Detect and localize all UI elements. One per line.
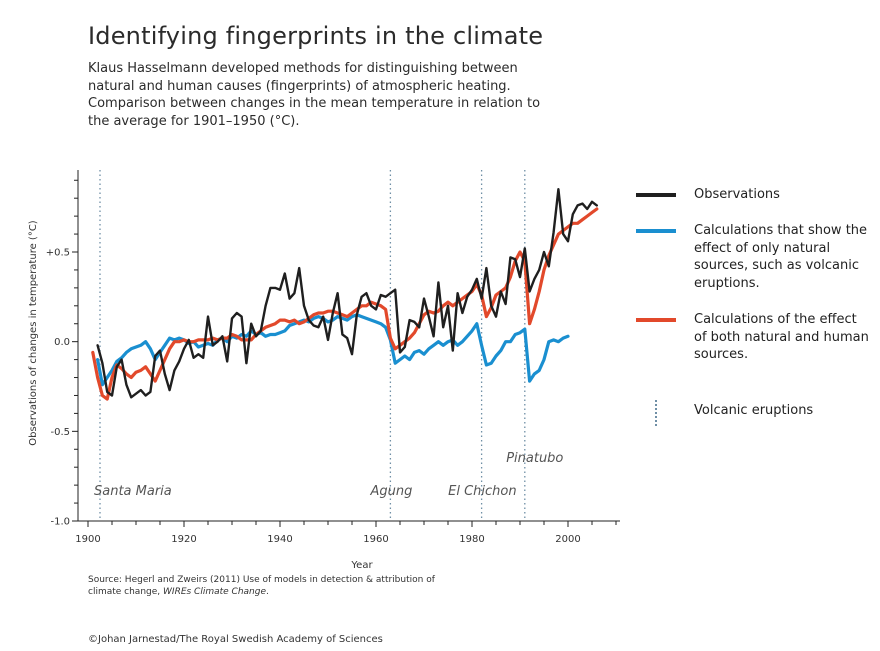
y-tick-label-3: -1.0 [50, 517, 70, 528]
x-tick-label-2000: 2000 [555, 534, 580, 545]
legend-label-volcanic: Volcanic eruptions [694, 403, 814, 418]
source-end: . [266, 587, 269, 597]
y-axis-title: Observations of changes in temperature (… [28, 220, 39, 446]
series-line-observations [96, 187, 598, 399]
credit-line: ©Johan Jarnestad/The Royal Swedish Acade… [88, 634, 383, 645]
legend-item-volcanic: Volcanic eruptions [636, 400, 869, 426]
x-tick-label-1980: 1980 [459, 534, 484, 545]
series-lines [91, 187, 599, 401]
x-tick-label-1960: 1960 [363, 534, 388, 545]
y-tick-label-0: +0.5 [46, 248, 70, 259]
x-tick-label-1920: 1920 [171, 534, 196, 545]
axis-ticks: 1900 1920 1940 1960 1980 2000 +0.5 0.0 -0.5 -1.0 [46, 179, 617, 545]
legend-swatch-volcanic [636, 400, 676, 426]
legend-item-combined: Calculations of the effect of both natur… [636, 311, 869, 364]
legend-item-natural: Calculations that show the effect of onl… [636, 222, 869, 292]
source-text: Source: Hegerl and Zweirs (2011) Use of … [88, 575, 435, 597]
y-tick-label-1: 0.0 [54, 337, 70, 348]
legend-item-observations: Observations [636, 186, 869, 204]
eruption-label-0: Santa Maria [94, 484, 172, 499]
eruption-label-3: Pinatubo [506, 451, 563, 466]
legend-label-natural: Calculations that show the effect of onl… [694, 223, 868, 291]
chart-title: Identifying fingerprints in the climate [88, 22, 544, 50]
source-journal: WIREs Climate Change [163, 587, 267, 597]
chart-subtitle: Klaus Hasselmann developed methods for d… [88, 61, 541, 129]
series-line-combined [91, 207, 599, 401]
axes [77, 170, 620, 522]
legend-swatch-natural [636, 229, 676, 233]
legend-swatch-observations [636, 193, 676, 197]
legend-label-combined: Calculations of the effect of both natur… [694, 312, 869, 362]
legend-swatch-combined [636, 318, 676, 322]
eruption-label-1: Agung [369, 484, 412, 499]
legend-label-observations: Observations [694, 187, 780, 202]
series-line-natural [95, 313, 570, 387]
source-note: Source: Hegerl and Zweirs (2011) Use of … [88, 574, 448, 598]
x-tick-label-1940: 1940 [267, 534, 292, 545]
eruption-label-2: El Chichon [448, 484, 516, 499]
y-tick-label-2: -0.5 [50, 427, 70, 438]
x-tick-label-1900: 1900 [75, 534, 100, 545]
x-axis-title: Year [350, 560, 373, 571]
